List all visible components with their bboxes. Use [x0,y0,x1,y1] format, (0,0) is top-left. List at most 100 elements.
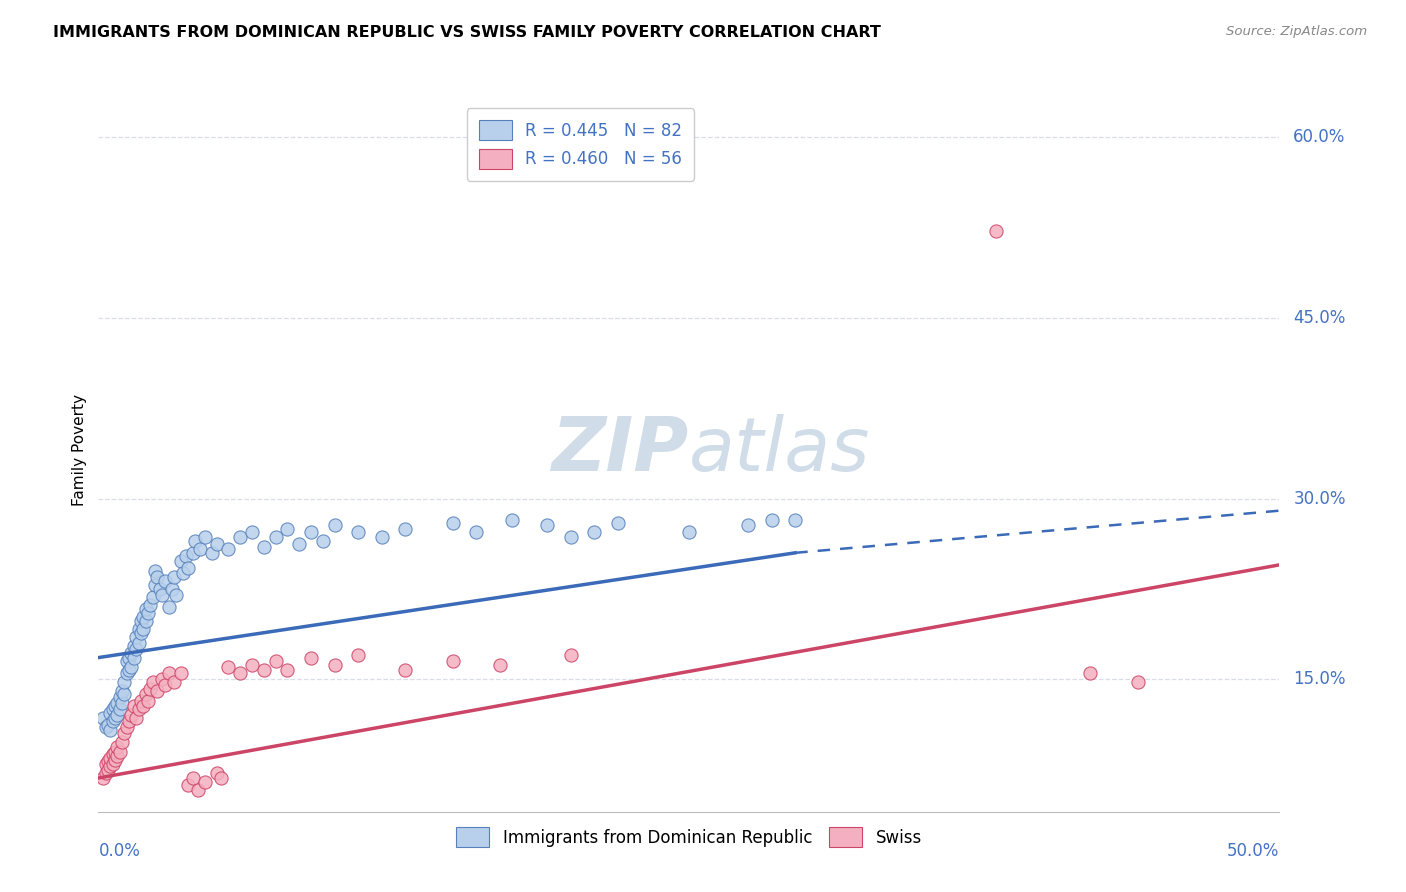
Text: 50.0%: 50.0% [1227,842,1279,860]
Point [201,546,224,560]
Point [118,714,141,729]
Point [299,525,322,540]
Point [489,657,512,672]
Point [97,763,120,777]
Text: 15.0%: 15.0% [1294,670,1346,689]
Point [150,588,173,602]
Point [163,674,186,689]
Point [135,602,157,616]
Point [153,678,176,692]
Y-axis label: Family Poverty: Family Poverty [72,394,87,507]
Point [94,721,117,735]
Point [240,525,263,540]
Point [165,588,187,602]
Point [536,518,558,533]
Point [394,522,416,536]
Point [111,735,134,749]
Point [108,690,131,705]
Point [97,754,120,768]
Point [111,696,134,710]
Point [91,711,114,725]
Point [441,516,464,530]
Point [105,749,128,764]
Point [394,663,416,677]
Point [121,660,143,674]
Point [143,564,166,578]
Point [160,582,183,596]
Point [678,525,700,540]
Point [112,726,135,740]
Point [142,591,165,605]
Point [984,224,1007,238]
Point [264,654,287,668]
Point [112,687,135,701]
Text: 30.0%: 30.0% [1294,490,1346,508]
Point [229,666,252,681]
Point [170,554,193,568]
Point [217,542,239,557]
Point [104,744,127,758]
Point [128,702,150,716]
Point [98,706,121,720]
Point [299,650,322,665]
Text: 0.0%: 0.0% [98,842,141,860]
Point [122,639,145,653]
Point [153,574,176,588]
Point [112,674,135,689]
Point [128,622,150,636]
Point [129,615,152,629]
Point [125,711,148,725]
Point [371,530,394,544]
Point [312,533,335,548]
Point [101,702,124,716]
Point [188,542,211,557]
Point [115,721,138,735]
Point [105,739,128,754]
Text: 60.0%: 60.0% [1294,128,1346,146]
Point [98,723,121,737]
Point [1080,666,1102,681]
Point [150,673,173,687]
Point [135,615,157,629]
Point [121,708,143,723]
Point [121,646,143,660]
Point [501,513,523,527]
Point [187,783,209,797]
Point [132,609,155,624]
Point [347,648,370,662]
Point [174,549,197,564]
Point [139,598,162,612]
Point [157,599,180,614]
Point [104,753,127,767]
Point [125,630,148,644]
Point [560,648,582,662]
Point [146,684,169,698]
Point [101,747,124,761]
Point [177,778,200,792]
Point [276,663,298,677]
Point [177,561,200,575]
Text: IMMIGRANTS FROM DOMINICAN REPUBLIC VS SWISS FAMILY POVERTY CORRELATION CHART: IMMIGRANTS FROM DOMINICAN REPUBLIC VS SW… [53,25,882,40]
Point [122,698,145,713]
Point [323,518,346,533]
Point [253,540,276,554]
Point [194,530,217,544]
Point [253,663,276,677]
Point [108,744,131,758]
Point [276,522,298,536]
Point [136,606,159,620]
Point [229,530,252,544]
Point [737,518,759,533]
Point [209,771,232,785]
Point [441,654,464,668]
Point [465,525,488,540]
Legend: Immigrants from Dominican Republic, Swiss: Immigrants from Dominican Republic, Swis… [450,821,928,854]
Point [264,530,287,544]
Point [115,666,138,681]
Point [205,766,228,780]
Point [323,657,346,672]
Point [181,771,204,785]
Point [347,525,370,540]
Point [104,711,127,725]
Point [785,513,807,527]
